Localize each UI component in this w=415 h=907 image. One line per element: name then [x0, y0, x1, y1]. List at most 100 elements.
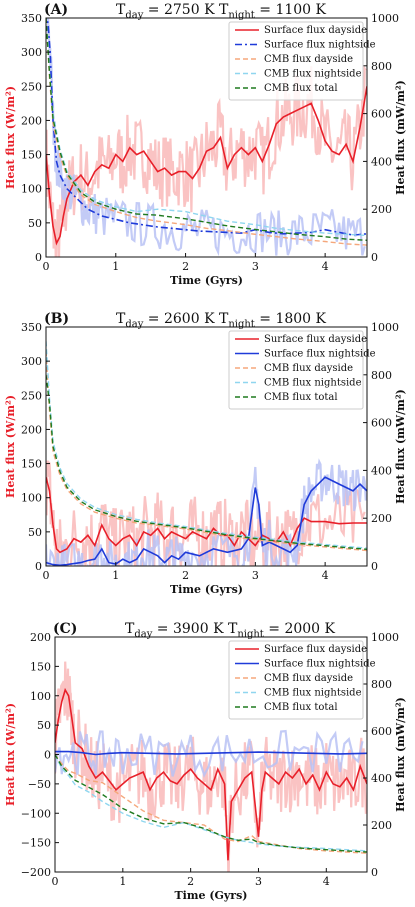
panel-1: 0 1 2 3 4 0 50 100 150 200 250 300 350 0 200 400 600 800 1…	[4, 2, 407, 287]
legend-entry: Surface flux dayside	[264, 644, 367, 655]
y-left-tick-label: 50	[37, 719, 51, 732]
series-line-1	[55, 687, 367, 861]
x-tick-label: 4	[323, 875, 330, 888]
y-left-tick-label: 150	[21, 458, 42, 471]
title-night-label: T	[219, 311, 229, 327]
title-day-label: T	[116, 2, 126, 18]
plot-area	[46, 341, 367, 566]
x-tick-label: 0	[52, 875, 59, 888]
y-left-tick-label: 50	[28, 217, 42, 230]
legend-entry: CMB flux nightside	[264, 69, 362, 80]
title-day-value: = 2600 K	[143, 311, 215, 327]
y-left-tick-label: 150	[21, 149, 42, 162]
series-line-5	[46, 18, 367, 241]
y-right-tick-label: 600	[371, 725, 392, 738]
y-left-tick-label: 0	[44, 749, 51, 762]
series-line-4	[46, 341, 367, 549]
legend-box	[228, 21, 364, 101]
series-line-3	[46, 350, 367, 552]
title-night-sub: night	[237, 629, 264, 640]
shade-band-2	[46, 18, 366, 257]
y-left-tick-label: 100	[30, 690, 51, 703]
y-left-tick-label: 100	[21, 183, 42, 196]
x-axis-label: Time (Gyrs)	[174, 889, 247, 902]
panel-label: (A)	[44, 2, 68, 18]
title-day-sub: day	[125, 319, 143, 330]
series-line-1	[46, 86, 367, 246]
title-night-sub: night	[228, 319, 255, 330]
y-right-axis-label: Heat flux (mW/m²)	[394, 80, 407, 195]
y-left-tick-label: 300	[21, 46, 42, 59]
y-right-tick-label: 400	[371, 464, 392, 477]
title-night-label: T	[228, 621, 238, 637]
x-tick-label: 0	[43, 569, 50, 582]
y-left-tick-label: 150	[30, 660, 51, 673]
legend-entry: CMB flux dayside	[264, 673, 353, 684]
x-tick-label: 4	[322, 260, 329, 273]
y-right-tick-label: 200	[371, 203, 392, 216]
title-night-value: = 1800 K	[255, 311, 327, 327]
y-left-tick-label: −150	[21, 837, 51, 850]
y-right-tick-label: 800	[371, 369, 392, 382]
title-night-value: = 2000 K	[264, 621, 336, 637]
legend: Surface flux dayside Surface flux nightsi…	[228, 21, 376, 101]
x-tick-label: 2	[182, 260, 189, 273]
legend-box	[228, 640, 364, 720]
series-line-5	[55, 754, 367, 853]
y-left-axis-label: Heat flux (W/m²)	[4, 703, 17, 806]
y-left-tick-label: 0	[35, 251, 42, 264]
y-left-tick-label: 0	[35, 560, 42, 573]
series-line-5	[46, 374, 367, 550]
legend-box	[228, 330, 364, 410]
y-right-tick-label: 400	[371, 155, 392, 168]
legend-entry: Surface flux dayside	[264, 334, 367, 345]
y-left-tick-label: 200	[21, 423, 42, 436]
y-right-tick-label: 0	[371, 251, 378, 264]
y-right-tick-label: 1000	[371, 631, 399, 644]
y-left-tick-label: 300	[21, 355, 42, 368]
legend-entry: CMB flux dayside	[264, 54, 353, 65]
y-left-tick-label: −50	[28, 778, 51, 791]
y-left-tick-label: −100	[21, 807, 51, 820]
plot-frame	[45, 17, 368, 258]
y-right-tick-label: 1000	[371, 321, 399, 334]
y-right-axis-label: Heat flux (mW/m²)	[394, 389, 407, 504]
x-tick-label: 3	[252, 260, 259, 273]
legend-entry: CMB flux nightside	[264, 378, 362, 389]
y-right-tick-label: 600	[371, 417, 392, 430]
x-tick-label: 2	[182, 569, 189, 582]
legend-entry: CMB flux total	[264, 83, 338, 94]
x-tick-label: 1	[112, 569, 119, 582]
title-day-sub: day	[134, 629, 152, 640]
y-left-tick-label: 200	[21, 114, 42, 127]
title-day-label: T	[116, 311, 126, 327]
series-line-3	[46, 18, 367, 246]
panel-2: 0 1 2 3 4 0 50 100 150 200 250 300 350 0 200 400 600 800 1…	[4, 311, 407, 596]
y-left-tick-label: 250	[21, 389, 42, 402]
legend-entry: Surface flux nightside	[264, 40, 376, 51]
y-right-tick-label: 1000	[371, 12, 399, 25]
y-left-axis-label: Heat flux (W/m²)	[4, 395, 17, 498]
title-night-label: T	[219, 2, 229, 18]
y-right-tick-label: 200	[371, 512, 392, 525]
plot-frame	[45, 326, 368, 567]
panel-label: (C)	[53, 621, 77, 637]
legend-entry: Surface flux nightside	[264, 349, 376, 360]
title-night-value: = 1100 K	[255, 2, 327, 18]
y-right-axis-label: Heat flux (mW/m²)	[394, 697, 407, 812]
y-left-tick-label: 50	[28, 526, 42, 539]
legend-entry: CMB flux total	[264, 702, 338, 713]
y-left-axis-label: Heat flux (W/m²)	[4, 86, 17, 189]
y-left-tick-label: 200	[30, 631, 51, 644]
shade-band-2	[46, 458, 367, 566]
x-tick-label: 3	[255, 875, 262, 888]
legend-entry: CMB flux nightside	[264, 688, 362, 699]
legend-entry: CMB flux dayside	[264, 363, 353, 374]
title-day-sub: day	[125, 10, 143, 21]
title-day-value: = 3900 K	[152, 621, 224, 637]
plot-area	[46, 18, 367, 257]
x-axis-label: Time (Gyrs)	[170, 583, 243, 596]
y-right-tick-label: 0	[371, 866, 378, 879]
y-left-tick-label: −200	[21, 866, 51, 879]
legend-entry: CMB flux total	[264, 392, 338, 403]
